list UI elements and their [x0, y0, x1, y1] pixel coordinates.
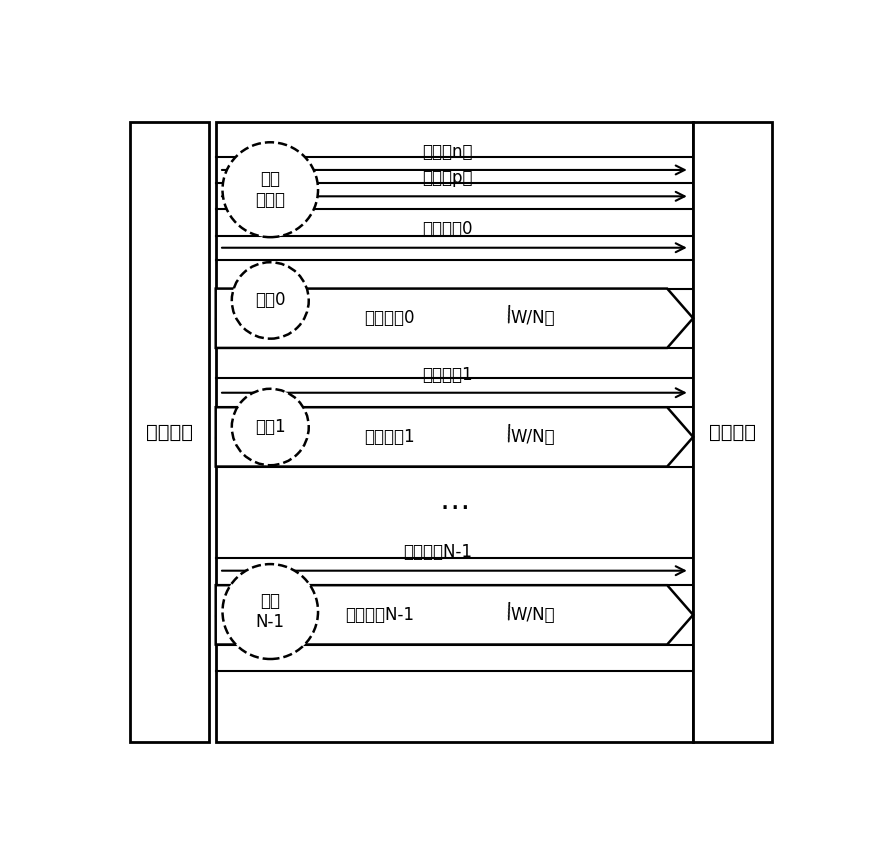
- Text: 通道1: 通道1: [255, 418, 286, 436]
- Ellipse shape: [223, 142, 318, 237]
- Bar: [216, 122, 693, 742]
- Text: 发送时钟N-1: 发送时钟N-1: [403, 544, 472, 562]
- Bar: [693, 122, 772, 742]
- Text: 报文头n极: 报文头n极: [422, 143, 473, 161]
- Text: 数据总线1: 数据总线1: [364, 428, 415, 446]
- Text: 报文头p极: 报文头p极: [422, 169, 473, 187]
- Text: /: /: [503, 423, 515, 444]
- Text: 发送时钟1: 发送时钟1: [422, 366, 473, 383]
- Ellipse shape: [223, 564, 318, 659]
- Polygon shape: [216, 288, 693, 348]
- Text: W/N位: W/N位: [510, 428, 555, 446]
- Text: 数据总线N-1: 数据总线N-1: [345, 606, 414, 624]
- Ellipse shape: [231, 262, 309, 339]
- Bar: [130, 122, 209, 742]
- Text: 发送设备: 发送设备: [146, 423, 194, 442]
- Polygon shape: [216, 407, 693, 467]
- Text: /: /: [503, 601, 515, 622]
- Text: 通道
N-1: 通道 N-1: [256, 592, 285, 631]
- Text: 差分
信号对: 差分 信号对: [255, 170, 285, 209]
- Ellipse shape: [231, 389, 309, 466]
- Polygon shape: [216, 586, 693, 645]
- Text: W/N位: W/N位: [510, 309, 555, 327]
- Text: W/N位: W/N位: [510, 606, 555, 624]
- Text: 通道0: 通道0: [255, 291, 285, 310]
- Text: ⋯: ⋯: [439, 494, 470, 522]
- Text: 数据总线0: 数据总线0: [364, 309, 414, 327]
- Text: 接收设备: 接收设备: [708, 423, 756, 442]
- Text: /: /: [503, 305, 515, 325]
- Text: 发送时钟0: 发送时钟0: [422, 221, 473, 239]
